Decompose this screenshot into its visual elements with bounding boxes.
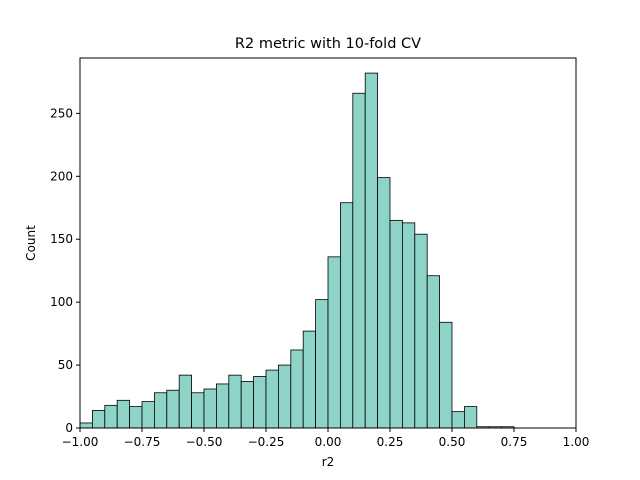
x-tick-label: −0.50	[186, 435, 223, 449]
histogram-bar	[129, 406, 143, 429]
x-axis-label: r2	[322, 455, 335, 469]
x-tick-label: 0.25	[377, 435, 404, 449]
y-tick-label: 250	[50, 106, 73, 120]
histogram-bar	[401, 222, 416, 429]
x-tick-label: −1.00	[62, 435, 99, 449]
x-axis-ticks: −1.00 −0.75 −0.50 −0.25 0.00 0.25 0.50 0.75 1.00	[62, 428, 590, 449]
bars-group	[79, 72, 515, 429]
histogram-bar	[240, 381, 254, 429]
x-tick-label: 0.75	[501, 435, 528, 449]
histogram-bar	[302, 330, 317, 429]
histogram-bar	[141, 401, 155, 429]
y-axis-ticks: 0 50 100 150 200 250	[50, 106, 80, 435]
x-tick-label: 0.50	[439, 435, 466, 449]
y-tick-label: 150	[50, 232, 73, 246]
histogram-bar	[215, 383, 230, 429]
histogram-bar	[364, 72, 379, 429]
histogram-bar	[166, 389, 180, 429]
histogram-bar	[92, 409, 106, 429]
histogram-bar	[414, 233, 428, 429]
y-tick-label: 0	[65, 421, 73, 435]
histogram-bar	[265, 369, 279, 429]
histogram-bar	[339, 202, 354, 429]
histogram-bar	[191, 392, 205, 429]
histogram-bar	[277, 364, 292, 429]
histogram-bar	[290, 349, 304, 429]
plot-frame	[79, 57, 577, 429]
histogram-bar	[315, 299, 329, 429]
x-tick-label: −0.25	[248, 435, 285, 449]
histogram-bar	[352, 92, 366, 429]
chart-title: R2 metric with 10-fold CV	[235, 36, 421, 52]
histogram-bar	[463, 406, 478, 429]
histogram-bar	[451, 411, 465, 429]
histogram-bar	[116, 399, 130, 429]
histogram-bar	[439, 321, 453, 429]
y-axis-label: Count	[24, 225, 38, 261]
histogram-bar	[389, 219, 403, 429]
y-tick-label: 100	[50, 295, 73, 309]
histogram-bar	[327, 256, 341, 429]
histogram-bar	[153, 392, 168, 429]
histogram-bar	[426, 275, 441, 429]
y-tick-label: 200	[50, 169, 73, 183]
histogram-bar	[104, 404, 118, 429]
histogram-bar	[79, 422, 93, 429]
x-tick-label: 0.00	[315, 435, 342, 449]
x-tick-label: −0.75	[124, 435, 161, 449]
y-tick-label: 50	[58, 358, 73, 372]
histogram-bar	[178, 374, 192, 429]
histogram-bar	[228, 374, 242, 429]
histogram-bar	[203, 388, 217, 429]
histogram-bar	[377, 177, 391, 429]
x-tick-label: 1.00	[563, 435, 590, 449]
histogram-bar	[253, 376, 267, 429]
